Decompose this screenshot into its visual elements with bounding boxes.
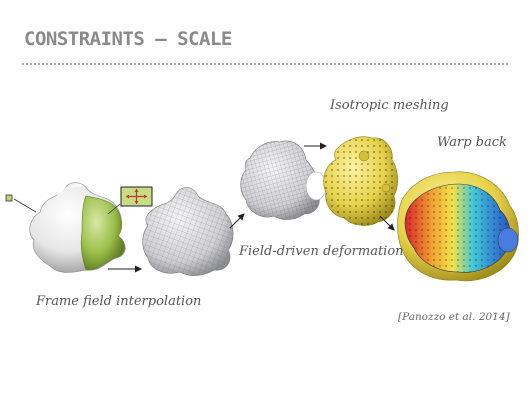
label-warp-back: Warp back — [437, 135, 507, 150]
field-aligned-shape — [142, 187, 234, 276]
label-warp-back-line1: Warp — [437, 135, 472, 150]
isotropic-mesh-shape — [323, 136, 398, 226]
frame-field-shape — [29, 182, 126, 273]
citation: [Panozzo et al. 2014] — [398, 311, 510, 323]
label-field-driven: Field-driven deformation — [239, 244, 404, 259]
small-square-icon — [5, 194, 37, 213]
arrow-2 — [229, 213, 245, 229]
warped-back-shape — [397, 171, 519, 282]
label-warp-back-line2: back — [475, 135, 507, 150]
title-divider — [22, 63, 508, 65]
label-field-driven-line2: deformation — [323, 244, 404, 259]
arrow-4 — [379, 215, 395, 231]
label-isotropic-line1: Isotropic — [330, 98, 389, 113]
label-frame-field: Frame field interpolation — [36, 294, 202, 309]
label-isotropic-line2: meshing — [392, 98, 449, 113]
deformed-shape — [240, 140, 327, 220]
frame-widget-icon — [107, 186, 153, 215]
label-field-driven-line1: Field-driven — [239, 244, 319, 259]
slide-title: CONSTRAINTS – SCALE — [24, 28, 232, 50]
label-isotropic: Isotropic meshing — [330, 98, 449, 113]
